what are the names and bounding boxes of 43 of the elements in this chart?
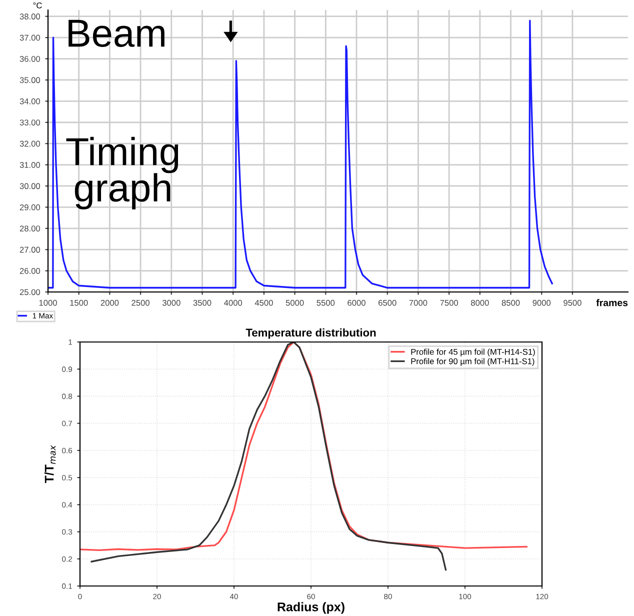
x-tick-label: 2500	[132, 300, 150, 306]
y-tick-label: 32.00	[20, 140, 40, 147]
y-tick-label: 31.00	[20, 162, 40, 168]
y-tick-label: 26.00	[20, 268, 40, 274]
x-tick-label: 9500	[564, 300, 582, 306]
x-axis-title: Radius (px)	[278, 602, 344, 614]
legend-label: Profile for 45 µm foil (MT-H14-S1)	[411, 348, 535, 356]
x-tick-label: 4500	[254, 300, 273, 306]
annotation: Timing graph	[66, 136, 178, 210]
annotation: Beam	[68, 20, 164, 48]
x-tick-label: 1500	[70, 300, 88, 306]
x-tick-label: 3000	[162, 300, 180, 306]
y-axis-title: T/T$_{max}$	[44, 445, 56, 484]
y-tick-label: 36.00	[20, 56, 40, 62]
x-tick-label: 8000	[471, 300, 489, 306]
y-tick-label: 34.00	[20, 98, 40, 104]
x-tick-label: 4000	[224, 300, 242, 306]
y-tick-label: 25.00	[20, 289, 40, 296]
y-tick-label: 33.00	[20, 120, 40, 126]
legend-label: Profile for 90 µm foil (MT-H11-S1)	[411, 358, 534, 366]
line-series	[48, 20, 553, 289]
x-tick-label: 3500	[193, 300, 212, 306]
x-tick-label: 2000	[100, 300, 119, 306]
y-tick-label: 27.00	[20, 246, 40, 253]
x-tick-label: 6500	[378, 300, 396, 306]
x-tick-label: 5000	[286, 300, 304, 306]
y-tick-label: 28.00	[20, 226, 40, 232]
y-tick-label: 37.00	[20, 34, 40, 41]
y-tick-label: 29.00	[20, 204, 40, 210]
y-axis-title: °C	[33, 2, 42, 8]
x-axis-title: frames	[596, 299, 628, 306]
x-tick-label: 7000	[409, 300, 428, 306]
chart-title: Temperature distribution	[246, 328, 376, 339]
y-tick-label: 30.00	[20, 183, 40, 190]
y-tick-label: 35.00	[20, 77, 40, 84]
x-tick-label: 5500	[316, 300, 335, 306]
x-tick-label: 9000	[532, 300, 551, 306]
x-tick-label: 1000	[39, 300, 57, 306]
x-tick-label: 6000	[348, 300, 366, 306]
x-tick-label: 7500	[440, 300, 458, 306]
y-tick-label: 38.00	[20, 14, 40, 20]
x-tick-label: 8500	[502, 300, 520, 306]
line-series	[90, 342, 447, 571]
